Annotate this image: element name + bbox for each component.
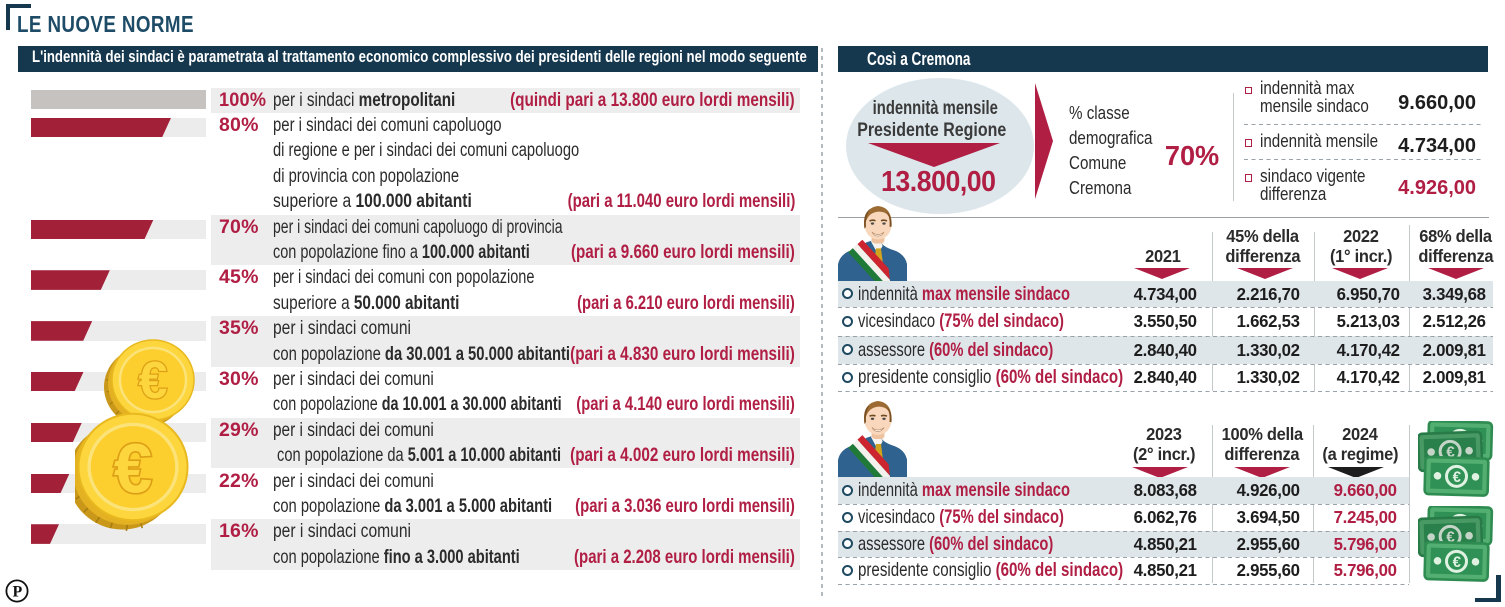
svg-text:P: P [13, 583, 23, 600]
